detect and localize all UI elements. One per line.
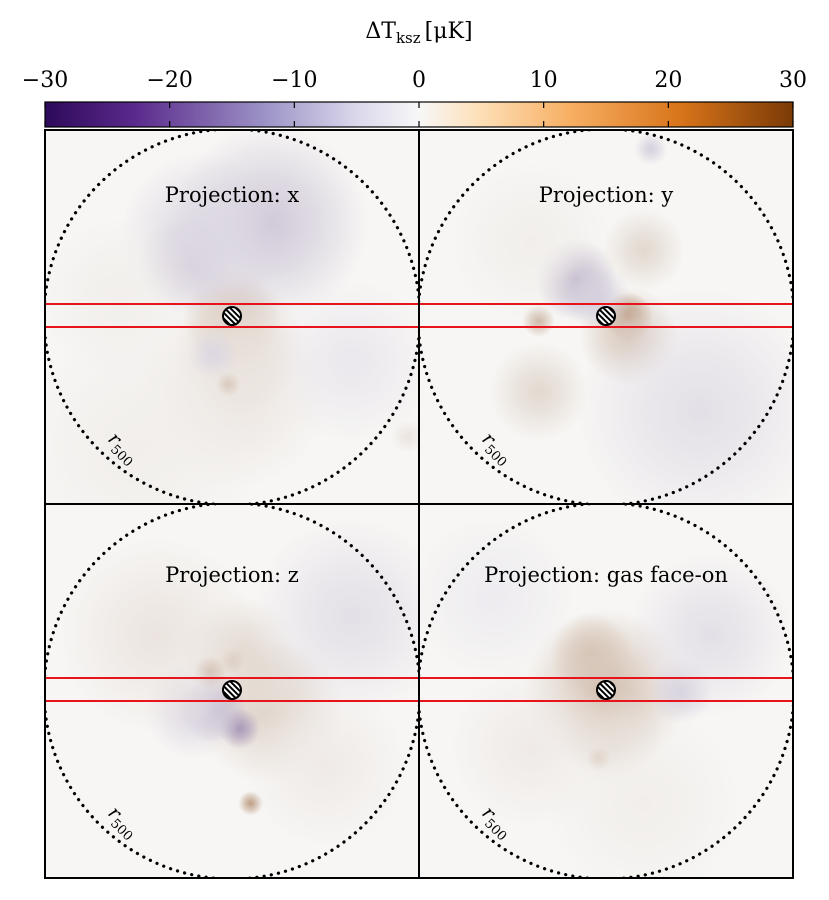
hot-spot bbox=[602, 208, 685, 291]
cold-spot bbox=[628, 552, 793, 718]
colorbar-tick-label: 30 bbox=[779, 68, 807, 93]
cold-spot bbox=[252, 517, 419, 715]
cold-spot bbox=[188, 329, 238, 380]
cold-spot bbox=[576, 287, 793, 504]
hot-spot bbox=[544, 704, 743, 878]
temperature-map-x bbox=[45, 130, 419, 504]
center-marker-gas-face-on bbox=[596, 680, 616, 700]
hot-spot bbox=[391, 420, 419, 454]
panel-title-gas-face-on: Projection: gas face-on bbox=[484, 563, 728, 587]
temperature-map-z bbox=[45, 504, 419, 878]
hot-spot bbox=[58, 536, 256, 734]
temperature-features-gas-face-on bbox=[419, 515, 793, 878]
panel-title-z: Projection: z bbox=[165, 563, 299, 587]
colorbar-label: ΔTksz [μK] bbox=[365, 19, 472, 47]
panel-title-y: Projection: y bbox=[539, 183, 674, 207]
temperature-map-gas-face-on bbox=[419, 504, 793, 878]
colorbar-tick-label: −10 bbox=[271, 68, 317, 93]
temperature-features-z bbox=[58, 517, 419, 849]
hot-spot bbox=[489, 342, 589, 442]
cold-spot bbox=[419, 515, 577, 680]
center-marker-z bbox=[222, 680, 242, 700]
hot-spot bbox=[215, 371, 241, 397]
panel-title-x: Projection: x bbox=[165, 183, 300, 207]
panel-projection-y: Projection: y r500 bbox=[419, 130, 793, 504]
panel-projection-x: Projection: x r500 bbox=[45, 130, 419, 504]
temperature-features-x bbox=[45, 130, 419, 504]
colorbar: ΔTksz [μK] −30 −20 −10 0 10 20 30 bbox=[22, 19, 807, 128]
colorbar-ticks bbox=[44, 102, 794, 127]
center-marker-x bbox=[222, 306, 242, 326]
colorbar-tick-labels: −30 −20 −10 0 10 20 30 bbox=[22, 68, 807, 93]
hot-spot bbox=[448, 159, 614, 325]
colorbar-tick-label: 20 bbox=[654, 68, 682, 93]
panel-projection-z: Projection: z r500 bbox=[45, 504, 419, 878]
colorbar-tick-label: 0 bbox=[412, 68, 426, 93]
colorbar-tick-label: −30 bbox=[22, 68, 68, 93]
hot-spot bbox=[549, 612, 633, 695]
colorbar-tick-label: −20 bbox=[146, 68, 192, 93]
colorbar-tick-label: 10 bbox=[530, 68, 558, 93]
cold-spot bbox=[634, 132, 668, 166]
cold-spot bbox=[269, 279, 419, 445]
panel-projection-gas-face-on: Projection: gas face-on r500 bbox=[419, 504, 793, 878]
panel-frames bbox=[44, 129, 794, 879]
hot-spot bbox=[243, 683, 408, 849]
center-marker-y bbox=[596, 306, 616, 326]
